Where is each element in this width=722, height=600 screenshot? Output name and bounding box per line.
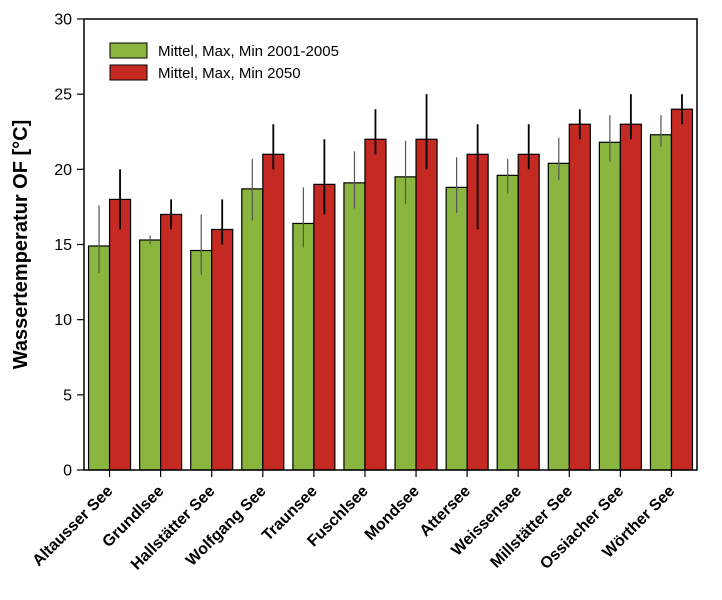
- bar-period-2001-2005-3: [241, 188, 264, 471]
- bar-period-2050-5: [364, 138, 387, 471]
- y-tick-label-4: 20: [54, 162, 72, 179]
- bar-period-2001-2005-0: [87, 245, 111, 471]
- bar-period-2050-9: [568, 123, 591, 471]
- bar-period-2050-11: [670, 108, 694, 471]
- bar-period-2001-2005-9: [547, 162, 570, 471]
- bar-period-2050-2: [211, 228, 234, 471]
- bar-period-2001-2005-10: [598, 141, 621, 471]
- legend: Mittel, Max, Min 2001-2005 Mittel, Max, …: [109, 42, 339, 82]
- legend-label-series-1: Mittel, Max, Min 2001-2005: [158, 43, 339, 60]
- y-tick-label-2: 10: [54, 312, 72, 329]
- x-tick-label-0: Altausser See: [30, 483, 117, 570]
- bar-period-2001-2005-2: [190, 249, 213, 471]
- bar-period-2050-0: [108, 198, 132, 471]
- bar-period-2001-2005-11: [649, 134, 673, 471]
- bar-period-2001-2005-5: [343, 182, 366, 471]
- bar-period-2050-4: [313, 183, 336, 471]
- x-tick-label-6: Mondsee: [362, 483, 423, 544]
- y-axis-label: Wassertemperatur OF [°C]: [10, 120, 32, 370]
- legend-label-series-2: Mittel, Max, Min 2050: [158, 65, 301, 82]
- bar-period-2001-2005-4: [292, 222, 315, 471]
- bar-period-2050-3: [262, 153, 285, 471]
- bar-period-2050-10: [619, 123, 642, 471]
- bar-period-2050-8: [517, 153, 540, 471]
- bars-layer: [87, 108, 694, 471]
- bar-period-2001-2005-6: [394, 176, 417, 471]
- bar-period-2001-2005-7: [445, 186, 468, 471]
- y-tick-label-0: 0: [63, 463, 72, 480]
- bar-period-2001-2005-8: [496, 174, 519, 471]
- legend-swatch-series-1: [109, 42, 148, 59]
- y-tick-label-5: 25: [54, 87, 72, 104]
- y-tick-label-1: 5: [63, 387, 72, 404]
- bar-period-2050-1: [160, 213, 183, 471]
- y-tick-label-6: 30: [54, 12, 72, 29]
- error-bars-layer: [98, 94, 683, 275]
- y-tick-label-3: 15: [54, 237, 72, 254]
- legend-swatch-series-2: [109, 64, 148, 81]
- bar-period-2001-2005-1: [139, 239, 162, 471]
- bar-period-2050-6: [415, 138, 438, 471]
